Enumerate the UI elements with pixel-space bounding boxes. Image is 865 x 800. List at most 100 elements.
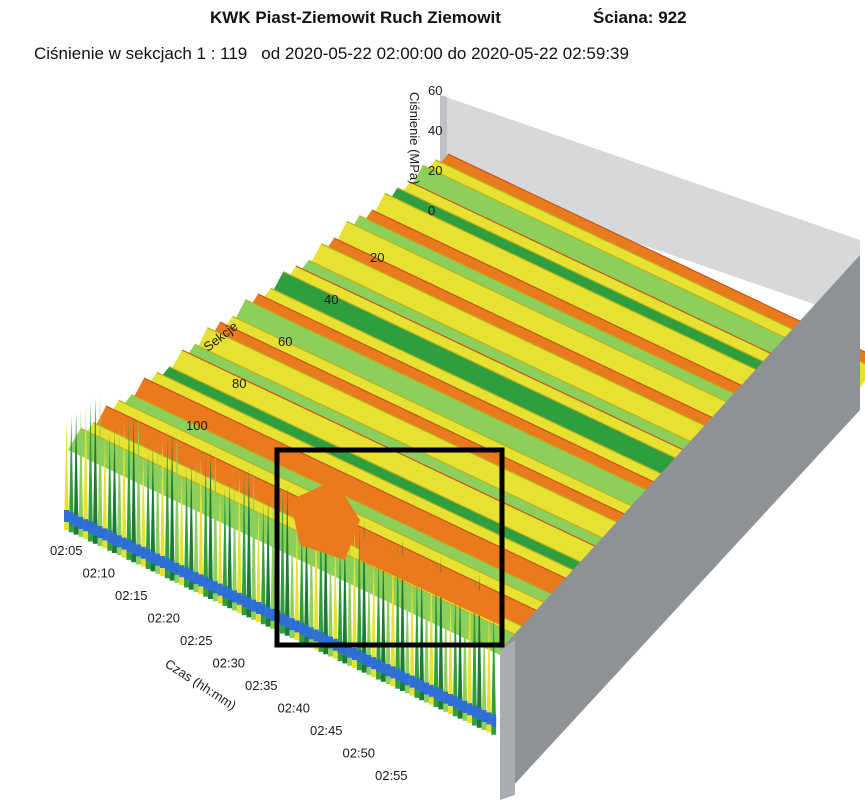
surface-spike xyxy=(116,426,122,556)
surface-spike xyxy=(438,554,444,710)
surface-low-band xyxy=(246,597,252,610)
surface-ridge xyxy=(384,192,823,402)
surface-spike xyxy=(352,527,357,668)
surface-strip xyxy=(270,271,722,504)
surface-spike xyxy=(232,478,237,611)
surface-low-band xyxy=(241,595,247,608)
surface-strip xyxy=(194,327,646,562)
surface-spike xyxy=(193,461,199,593)
surface-low-band xyxy=(380,661,386,674)
surface-spike xyxy=(337,538,343,662)
surface-low-band xyxy=(155,553,161,566)
surface-low-band xyxy=(140,546,146,559)
surface-low-band xyxy=(64,510,69,522)
surface-strip xyxy=(169,350,621,581)
surface-spike xyxy=(409,576,415,696)
surface-low-band xyxy=(145,549,151,562)
surface-low-band xyxy=(217,583,223,596)
surface-spike xyxy=(212,446,218,602)
surface-low-band xyxy=(366,654,372,667)
surface-spike xyxy=(88,401,93,542)
surface-ridge xyxy=(359,215,798,425)
surface-low-band xyxy=(198,574,204,587)
surface-spike xyxy=(419,569,425,701)
surface-spike xyxy=(395,540,401,689)
surface-ridge xyxy=(333,237,773,447)
surface-low-band xyxy=(323,634,329,647)
surface-low-band xyxy=(476,707,482,720)
surface-spike xyxy=(486,611,492,733)
surface-ridge xyxy=(131,394,570,604)
surface-low-band xyxy=(462,700,468,713)
surface-spike xyxy=(169,432,175,581)
time-tick: 02:50 xyxy=(343,746,376,761)
surface-spike xyxy=(457,586,463,719)
surface-low-band xyxy=(208,579,213,591)
pressure-tick: 60 xyxy=(428,83,442,98)
sections-axis-ticks: 20 40 60 80 100 xyxy=(186,250,384,433)
pressure-band xyxy=(360,535,500,625)
surface-spike xyxy=(97,394,103,547)
surface-ridge xyxy=(207,327,646,537)
surface-low-band xyxy=(164,558,170,571)
surface-low-band xyxy=(112,533,117,545)
pressure-tick: 40 xyxy=(428,123,442,138)
surface-low-band xyxy=(481,710,487,723)
surface-spike xyxy=(443,597,449,712)
surface-spike xyxy=(136,411,141,565)
surface-low-band xyxy=(102,528,108,541)
surface-spike xyxy=(184,468,189,588)
surface-ridge xyxy=(257,293,697,503)
surface-spike xyxy=(385,548,391,685)
surface-spike xyxy=(160,440,165,576)
surface-low-band xyxy=(184,567,189,580)
sections-tick: 100 xyxy=(186,418,208,433)
back-wall xyxy=(440,95,860,320)
surface-low-band xyxy=(467,703,473,716)
surface-low-band xyxy=(313,629,319,642)
surface-low-band xyxy=(260,604,266,617)
surface-low-band xyxy=(457,698,463,711)
pressure-axis-ticks: 60 40 20 0 xyxy=(428,83,442,218)
surface-spike xyxy=(304,517,309,645)
surface-spike xyxy=(428,561,434,705)
surface-low-band xyxy=(448,694,453,706)
surface-low-band xyxy=(342,643,348,656)
surface-low-band xyxy=(121,537,127,550)
surface-spike xyxy=(284,484,290,636)
surface-spike xyxy=(400,537,405,691)
surface-spike xyxy=(265,499,271,627)
surface-low-band xyxy=(126,539,132,552)
surface-low-band xyxy=(438,689,444,702)
surface-low-band xyxy=(78,516,84,529)
surface-low-band xyxy=(222,585,228,598)
surface-spike xyxy=(472,575,477,726)
surface-spike xyxy=(92,397,98,544)
surface-low-band xyxy=(256,602,261,614)
surface-low-band xyxy=(400,671,405,683)
surface-low-band xyxy=(160,556,165,568)
subtitle-sections: Ciśnienie w sekcjach 1 : 119 xyxy=(34,44,248,63)
surface-low-band xyxy=(352,648,357,660)
surface-ridge xyxy=(270,287,709,497)
surface-low-band xyxy=(227,588,233,601)
surface-low-band xyxy=(188,569,194,582)
surface-spike xyxy=(294,524,300,641)
surface-spike xyxy=(260,503,266,625)
surface-low-band xyxy=(356,650,362,663)
surface-spike xyxy=(347,530,353,666)
surface-low-band xyxy=(443,691,449,704)
surface-spike xyxy=(452,590,458,717)
surface-spike xyxy=(448,594,453,714)
surface-low-band xyxy=(107,530,113,543)
surface-strip xyxy=(334,221,785,455)
surface-strip xyxy=(410,165,861,397)
surface-spike xyxy=(241,471,247,616)
surface-spike xyxy=(280,488,285,634)
surface-low-band xyxy=(424,682,429,695)
surface-low-band xyxy=(428,684,434,697)
surface-ridge xyxy=(245,299,684,509)
surface-low-band xyxy=(294,620,300,633)
surface-spike xyxy=(227,482,233,609)
